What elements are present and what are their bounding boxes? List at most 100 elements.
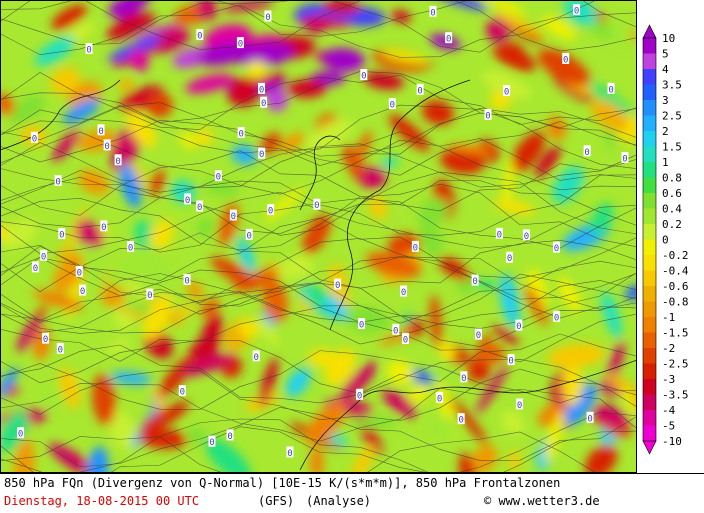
contour-label: 0	[359, 321, 364, 331]
colorbar-segment	[643, 115, 656, 132]
contour-label-box	[516, 398, 524, 410]
field-patch	[266, 88, 288, 112]
field-patch	[86, 446, 109, 473]
field-patch	[306, 118, 353, 152]
contour-label: 0	[33, 264, 38, 274]
colorbar-label: 3.5	[662, 79, 682, 92]
field-patch	[360, 166, 387, 189]
field-patch	[0, 92, 15, 116]
contour-label-box	[313, 198, 321, 210]
contour-label: 0	[180, 388, 185, 398]
contour-label-box	[31, 261, 39, 273]
contour-label-box	[260, 96, 268, 108]
field-patch	[593, 404, 629, 429]
coastline	[0, 79, 121, 151]
field-patch	[32, 289, 84, 311]
field-patch	[186, 281, 204, 300]
contour-label-box	[184, 193, 192, 205]
field	[0, 0, 637, 473]
field-patch	[476, 343, 506, 365]
contour-label: 0	[390, 101, 395, 111]
contour-label-box	[146, 288, 154, 300]
contour	[0, 245, 637, 310]
contour-label: 0	[314, 201, 319, 211]
contour-label-box	[507, 354, 515, 366]
contour-label: 0	[259, 85, 264, 95]
colorbar-segment	[643, 301, 656, 318]
map: 0 0 0 0 0 0 0 0 0 0 0 0 0 0 0 0 0 0 0 0 0 0 0 0 0 0 0 0 0 0 0 0 0 0 0 0 0 0 0 0…	[0, 0, 637, 473]
contour-label: 0	[259, 150, 264, 160]
contour-label: 0	[184, 276, 189, 286]
contour-label: 0	[147, 291, 152, 301]
contour-label-box	[85, 43, 93, 55]
field-patch	[588, 82, 633, 116]
contour	[0, 119, 637, 176]
field-patch	[321, 47, 365, 72]
contour-label: 0	[55, 177, 60, 187]
contour-label: 0	[101, 223, 106, 233]
contour-label: 0	[584, 148, 589, 158]
contour-label-box	[178, 385, 186, 397]
contour	[0, 150, 637, 216]
contour	[0, 344, 637, 404]
contour-label-box	[103, 139, 111, 151]
contour-label: 0	[554, 313, 559, 323]
contour-label-box	[208, 435, 216, 447]
contour-label-box	[495, 227, 503, 239]
colorbar-label: 2.5	[662, 110, 682, 123]
contour-label: 0	[18, 430, 23, 440]
contour-label-box	[388, 98, 396, 110]
contour-label: 0	[59, 231, 64, 241]
contour	[0, 426, 637, 473]
field-patch	[108, 0, 151, 17]
contour-label: 0	[401, 288, 406, 298]
contour-label-box	[75, 265, 83, 277]
contour-label: 0	[472, 277, 477, 287]
field-patch	[388, 114, 430, 152]
colorbar-label: 0.2	[662, 218, 682, 231]
colorbar-segment	[643, 69, 656, 85]
contour	[0, 280, 637, 345]
colorbar-label: 10	[662, 32, 675, 45]
map-frame	[0, 0, 637, 473]
contour-label-box	[183, 273, 191, 285]
contour-label: 0	[524, 232, 529, 242]
colorbar-segment	[643, 208, 656, 225]
field-patch	[499, 273, 520, 328]
contour-label: 0	[231, 212, 236, 222]
field-patch	[537, 48, 591, 87]
contour-label: 0	[104, 142, 109, 152]
field-patch	[584, 444, 618, 473]
field-patch	[182, 353, 235, 376]
field-patch	[62, 99, 100, 124]
colorbar-label: -0.4	[662, 265, 689, 278]
contour-label: 0	[238, 40, 243, 50]
contour-label: 0	[185, 196, 190, 206]
contour-labels: 0 0 0 0 0 0 0 0 0 0 0 0 0 0 0 0 0 0 0 0 0 0 0 0 0 0 0 0 0 0 0 0 0 0 0 0 0 0 0 0…	[17, 4, 629, 459]
field-patch	[210, 256, 259, 290]
contour-label-box	[127, 240, 135, 252]
field-patch	[195, 128, 213, 147]
contour	[0, 131, 637, 195]
contour-label-box	[252, 350, 260, 362]
field-patch	[107, 35, 163, 62]
contour	[0, 105, 637, 166]
contour-label: 0	[287, 449, 292, 459]
field-patch	[48, 443, 99, 473]
colorbar-segment	[643, 38, 656, 54]
contour-label-box	[553, 310, 561, 322]
field-patch	[510, 131, 546, 173]
contour-label: 0	[504, 88, 509, 98]
contour-label: 0	[430, 8, 435, 18]
field-patch	[437, 340, 456, 361]
field-patch	[278, 255, 314, 279]
contour-label-box	[358, 318, 366, 330]
contour-label-box	[114, 154, 122, 166]
contour-label: 0	[476, 331, 481, 341]
contour-label-box	[607, 82, 615, 94]
colorbar-label: -2.5	[662, 358, 689, 371]
contour-label-box	[583, 145, 591, 157]
field-patch	[2, 218, 38, 250]
contour	[0, 217, 637, 282]
